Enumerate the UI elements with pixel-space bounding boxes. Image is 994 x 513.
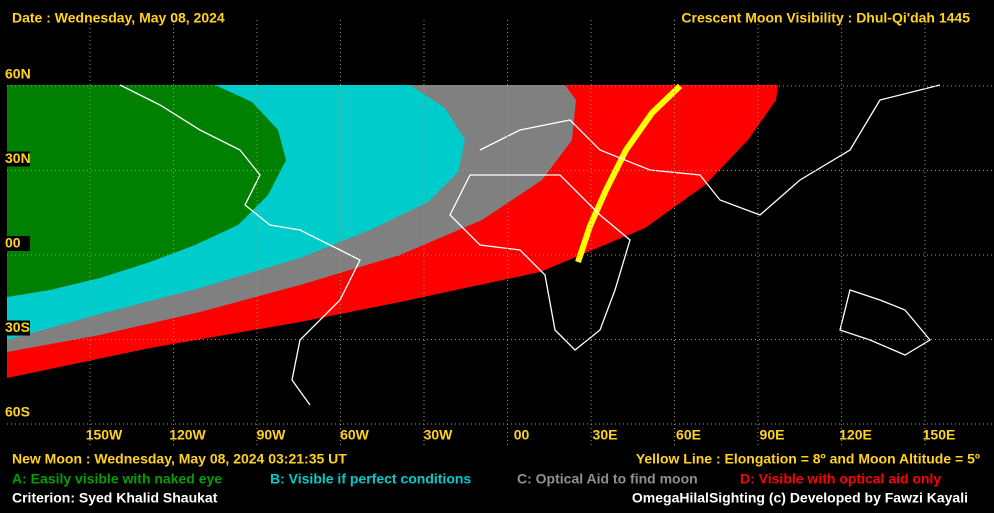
visibility-zones	[7, 83, 778, 378]
date: Date : Wednesday, May 08, 2024	[12, 10, 225, 26]
lat-label-bg	[4, 405, 30, 420]
coastline	[839, 289, 931, 356]
lat-label: 60N	[5, 66, 31, 82]
coastlines	[119, 84, 941, 406]
lon-label: 30W	[424, 427, 454, 443]
lat-label-bg	[4, 320, 30, 336]
lon-label: 90E	[760, 427, 785, 443]
lat-label: 00	[5, 235, 21, 251]
yellow-line-note: Yellow Line : Elongation = 8º and Moon A…	[636, 451, 980, 467]
graticule: 60N 30N 00 30S 60S 150W 120W 90W 60W 30W 00 30E 60E 9…	[4, 20, 994, 445]
lon-label: 120W	[169, 427, 206, 443]
coastline	[449, 174, 631, 351]
lon-label: 60W	[340, 427, 370, 443]
lat-label: 30S	[5, 319, 30, 335]
title: Crescent Moon Visibility : Dhul-Qi'dah 1…	[681, 10, 970, 26]
legend-b: B: Visible if perfect conditions	[270, 471, 471, 487]
lon-label: 00	[514, 427, 530, 443]
lat-label-bg	[4, 151, 30, 167]
lat-label-bg	[4, 236, 30, 251]
lat-label-bg	[4, 67, 30, 82]
lat-label: 30N	[5, 150, 31, 166]
new-moon: New Moon : Wednesday, May 08, 2024 03:21…	[12, 451, 347, 467]
legend-c: C: Optical Aid to find moon	[517, 471, 698, 487]
coastline	[119, 84, 361, 406]
lon-label: 30E	[593, 427, 618, 443]
lon-label: 90W	[257, 427, 287, 443]
lon-label: 120E	[839, 427, 872, 443]
lat-label: 60S	[5, 404, 30, 420]
legend-a: A: Easily visible with naked eye	[12, 471, 222, 487]
lon-label: 150W	[86, 427, 123, 443]
coastline	[479, 84, 941, 216]
lon-label: 60E	[676, 427, 701, 443]
criterion: Criterion: Syed Khalid Shaukat	[12, 490, 218, 506]
legend-d: D: Visible with optical aid only	[740, 471, 941, 487]
lon-label: 150E	[923, 427, 956, 443]
credit: OmegaHilalSighting (c) Developed by Fawz…	[632, 490, 968, 506]
